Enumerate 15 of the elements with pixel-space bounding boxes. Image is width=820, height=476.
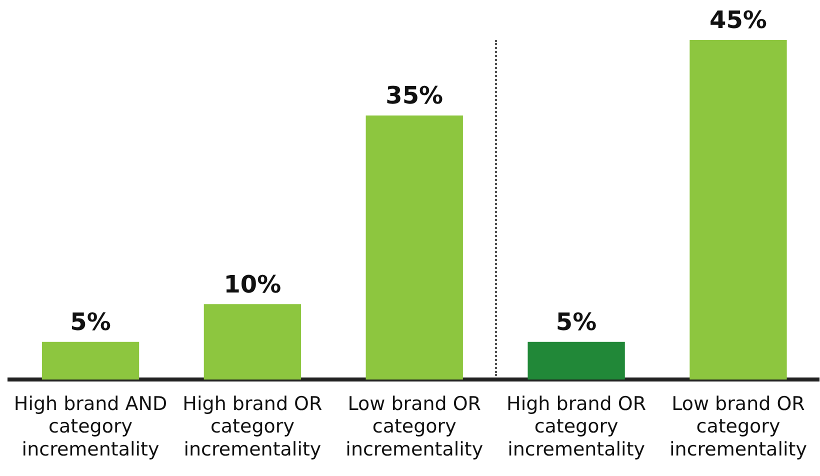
bar [690,40,787,380]
data-label: 5% [70,308,111,336]
bar [366,115,463,380]
x-tick-label: High brand OR category incrementality [182,392,322,461]
bar [42,342,140,380]
x-tick-label: Low brand OR category incrementality [670,392,807,461]
data-label: 45% [710,6,767,34]
x-tick-label: High brand AND category incrementality [14,392,168,461]
data-label: 5% [556,308,597,336]
data-label: 10% [224,270,282,298]
x-tick-label: High brand OR category incrementality [506,392,646,461]
bar [204,304,302,380]
bar [528,342,625,380]
data-label: 35% [386,82,444,110]
x-tick-label: Low brand OR category incrementality [346,392,484,461]
